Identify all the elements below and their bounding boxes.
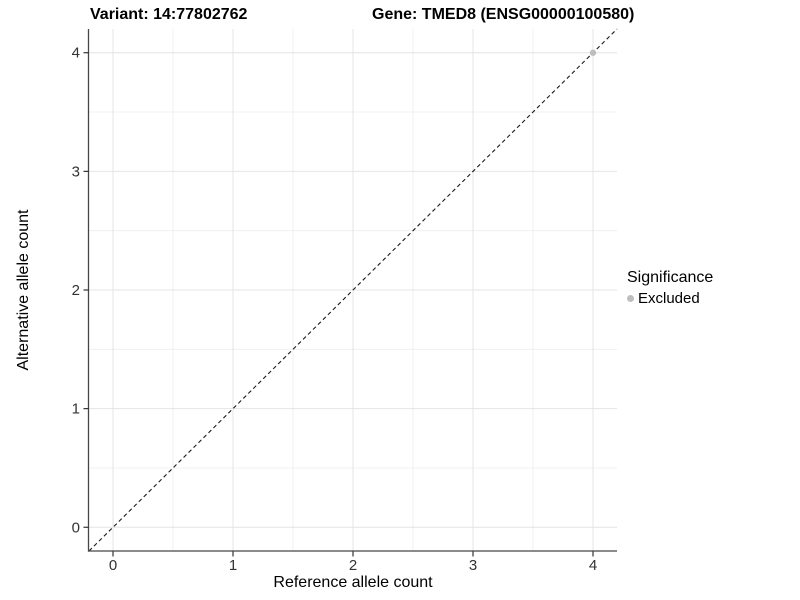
x-tick-label: 2 <box>349 557 357 574</box>
y-tick-label: 3 <box>72 163 80 180</box>
plot-title-gene: Gene: TMED8 (ENSG00000100580) <box>372 6 635 23</box>
x-tick-label: 3 <box>469 557 477 574</box>
y-axis-title: Alternative allele count <box>15 209 32 371</box>
data-point <box>589 49 597 56</box>
x-axis-title: Reference allele count <box>273 574 433 591</box>
x-tick-label: 0 <box>109 557 117 574</box>
x-tick-label: 4 <box>589 557 597 574</box>
y-tick-label: 4 <box>72 45 80 62</box>
identity-line <box>88 28 618 552</box>
y-tick-label: 2 <box>72 282 80 299</box>
plot-title-variant: Variant: 14:77802762 <box>90 6 248 23</box>
legend-item-label: Excluded <box>638 290 700 307</box>
x-tick-label: 1 <box>229 557 237 574</box>
legend: Significance Excluded <box>627 269 713 307</box>
legend-title: Significance <box>627 269 714 286</box>
legend-point-icon <box>627 295 634 302</box>
y-tick-label: 0 <box>72 519 80 536</box>
legend-item-excluded: Excluded <box>627 290 713 307</box>
y-tick-label: 1 <box>72 401 80 418</box>
